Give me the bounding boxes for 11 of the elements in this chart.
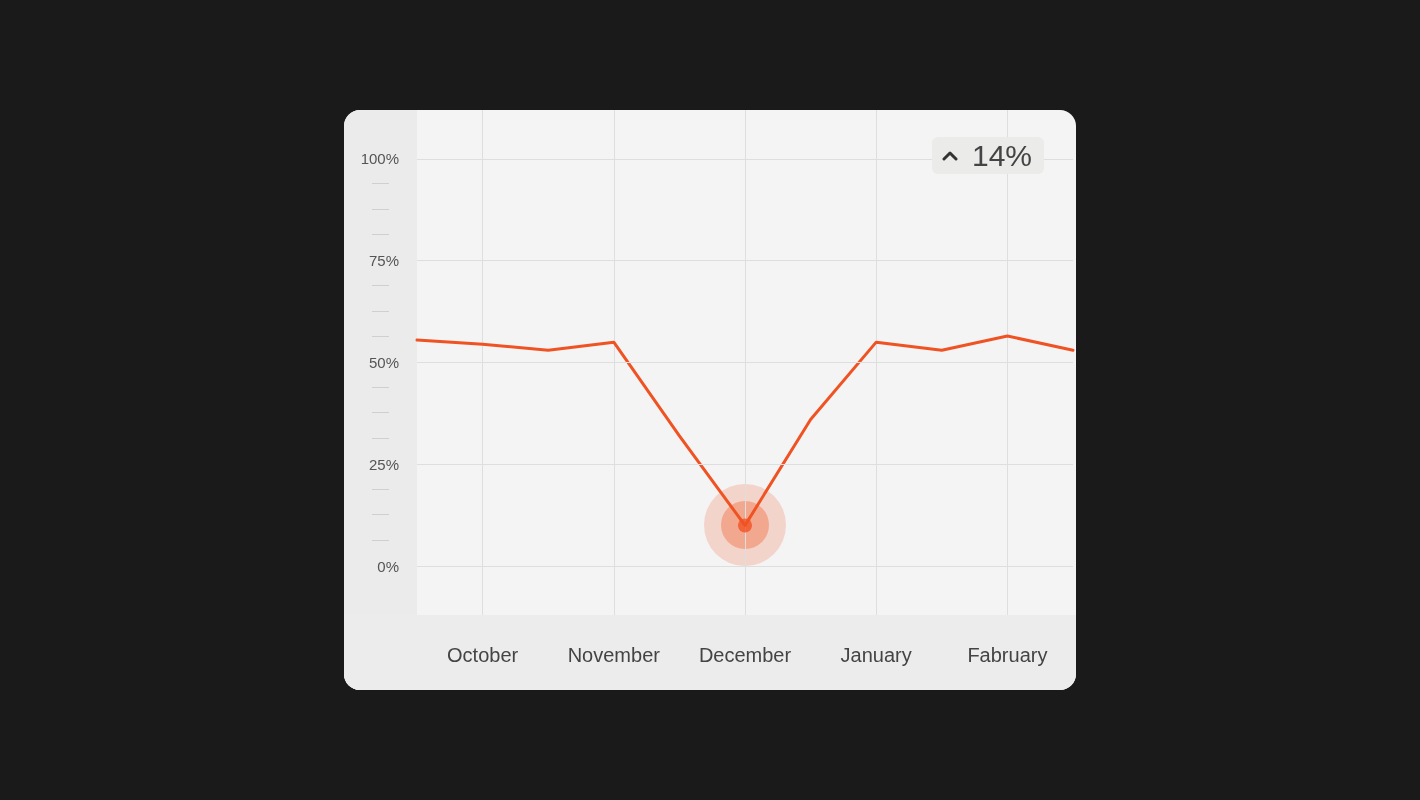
x-tick-label: December	[698, 644, 792, 666]
x-tick-label: November	[567, 644, 661, 666]
x-tick-label: January	[840, 644, 912, 666]
y-tick-label: 50%	[368, 354, 399, 371]
x-tick-label: October	[447, 644, 519, 666]
annotation: 14%	[971, 138, 1032, 173]
x-tick-label: Fabruary	[967, 644, 1048, 666]
y-tick-label: 100%	[360, 150, 399, 168]
y-tick-label: 25%	[368, 455, 399, 473]
y-tick-label: 0%	[377, 557, 399, 575]
y-tick-label: 75%	[368, 252, 399, 270]
